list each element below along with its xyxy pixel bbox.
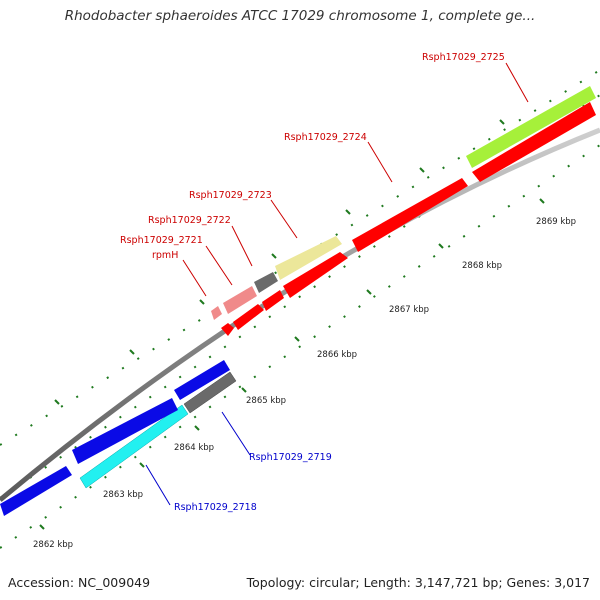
kbp-label-2867: 2867 kbp <box>389 305 429 315</box>
gene-label-rpmH: rpmH <box>152 250 178 261</box>
gene-blue-2[interactable] <box>72 398 178 464</box>
gene-label-2721: Rsph17029_2721 <box>120 235 203 246</box>
gene-blue-1[interactable] <box>0 466 72 516</box>
gene-label-2719: Rsph17029_2719 <box>249 452 332 463</box>
kbp-label-2862: 2862 kbp <box>33 540 73 550</box>
gene-lightred-2722[interactable] <box>223 286 257 314</box>
kbp-label-2869: 2869 kbp <box>536 217 576 227</box>
gene-labels: Rsph17029_2725 Rsph17029_2724 Rsph17029_… <box>120 52 505 513</box>
accession-text: Accession: NC_009049 <box>8 575 151 590</box>
gene-gray-2722b[interactable] <box>254 272 278 293</box>
gene-label-2723: Rsph17029_2723 <box>189 190 272 201</box>
tick-marks <box>0 69 600 549</box>
leader-lines <box>145 62 529 506</box>
gene-cyan-2718[interactable] <box>79 404 189 489</box>
topology-stats-text: Topology: circular; Length: 3,147,721 bp… <box>246 575 590 590</box>
gene-lightred-2721[interactable] <box>211 306 222 320</box>
kbp-label-2863: 2863 kbp <box>103 490 143 500</box>
kbp-label-2864: 2864 kbp <box>174 443 214 453</box>
gene-blue-3[interactable] <box>174 360 230 400</box>
gene-label-2718: Rsph17029_2718 <box>174 502 257 513</box>
gene-red-2722[interactable] <box>233 304 264 330</box>
map-title: Rhodobacter sphaeroides ATCC 17029 chrom… <box>64 8 536 24</box>
gene-lime-2725[interactable] <box>466 86 596 168</box>
gene-red-rpmH[interactable] <box>221 323 234 336</box>
gene-gray-2719[interactable] <box>183 371 237 414</box>
kbp-label-2865: 2865 kbp <box>246 396 286 406</box>
gene-red-lower-2725a[interactable] <box>352 178 468 252</box>
kbp-labels: 2862 kbp 2863 kbp 2864 kbp 2865 kbp 2866… <box>33 217 576 550</box>
gene-label-2724: Rsph17029_2724 <box>284 132 367 143</box>
gene-khaki-2723[interactable] <box>275 236 342 280</box>
gene-label-2722: Rsph17029_2722 <box>148 215 231 226</box>
major-ticks <box>39 119 545 530</box>
kbp-label-2868: 2868 kbp <box>462 261 502 271</box>
gene-red-2723[interactable] <box>262 290 284 311</box>
gene-red-lower-2725b[interactable] <box>472 102 596 182</box>
gene-label-2725: Rsph17029_2725 <box>422 52 505 63</box>
kbp-label-2866: 2866 kbp <box>317 350 357 360</box>
gene-red-2724[interactable] <box>283 252 348 298</box>
